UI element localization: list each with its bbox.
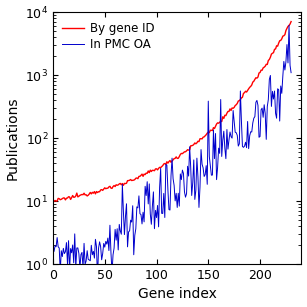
In PMC OA — [52, 250, 56, 253]
In PMC OA — [289, 71, 293, 75]
By gene ID — [272, 51, 275, 54]
In PMC OA — [241, 145, 244, 148]
Line: By gene ID: By gene ID — [54, 21, 291, 201]
By gene ID — [289, 20, 293, 23]
X-axis label: Gene index: Gene index — [138, 287, 217, 301]
By gene ID — [287, 24, 291, 27]
Line: In PMC OA: In PMC OA — [54, 25, 291, 279]
By gene ID — [133, 178, 137, 181]
By gene ID — [96, 191, 99, 194]
By gene ID — [239, 96, 243, 100]
In PMC OA — [233, 130, 237, 134]
In PMC OA — [273, 89, 276, 93]
By gene ID — [52, 200, 56, 203]
In PMC OA — [96, 278, 99, 281]
In PMC OA — [97, 246, 100, 250]
By gene ID — [245, 90, 248, 94]
In PMC OA — [246, 120, 250, 123]
In PMC OA — [134, 227, 138, 231]
In PMC OA — [287, 23, 291, 27]
Y-axis label: Publications: Publications — [6, 96, 20, 180]
Legend: By gene ID, In PMC OA: By gene ID, In PMC OA — [59, 18, 158, 55]
